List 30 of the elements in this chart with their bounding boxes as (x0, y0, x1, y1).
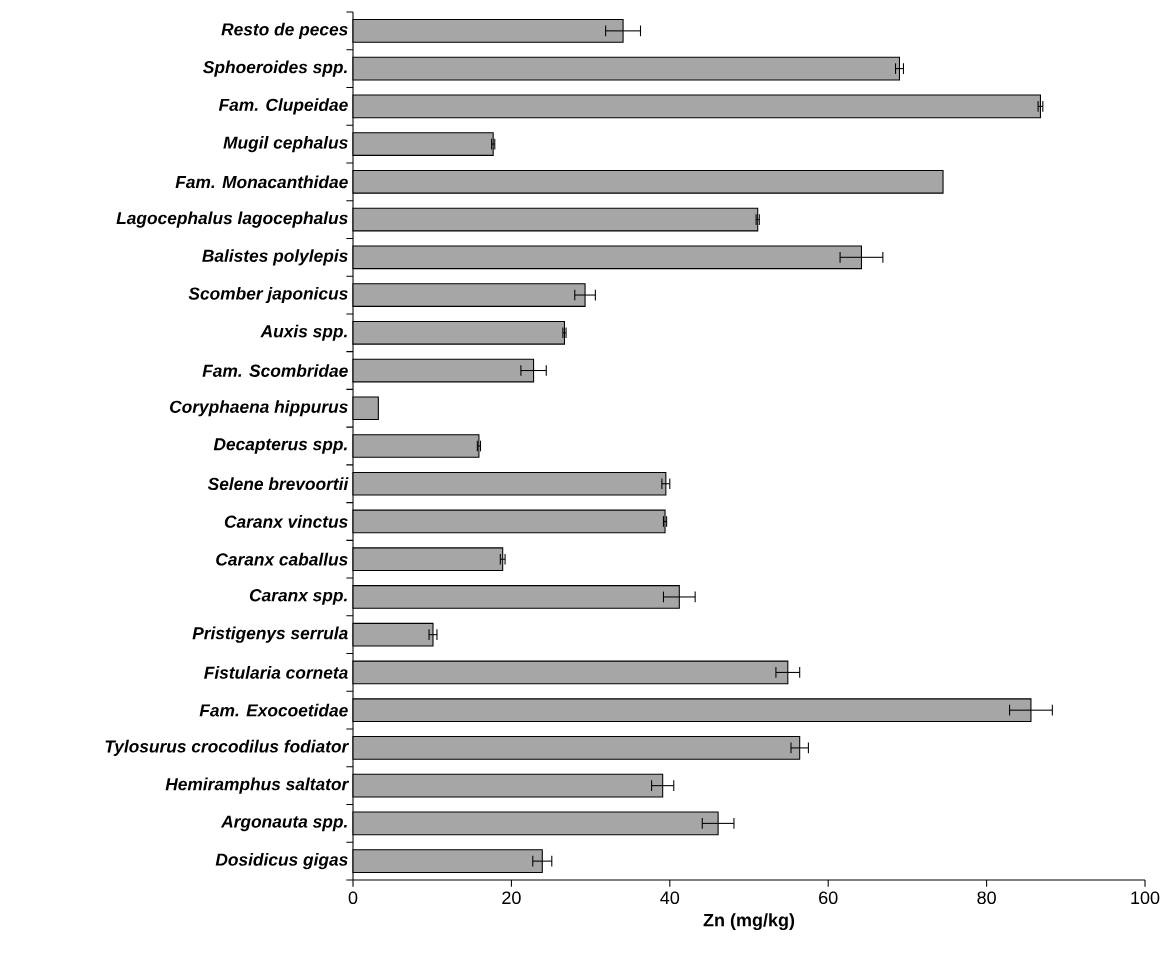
x-tick-label: 20 (502, 891, 521, 905)
y-tick-label: Fam. Scombridae (202, 364, 348, 377)
y-tick-label: Pristigenys serrula (192, 626, 348, 643)
y-tick-label: Hemiramphus saltator (165, 777, 350, 794)
x-tick-label: 0 (348, 891, 358, 905)
x-tick-label: 40 (660, 891, 680, 905)
y-tick-label: Fam. Monacanthidae (175, 175, 348, 189)
y-tick-label: Fam. Exocoetidae (199, 703, 348, 717)
y-tick-label: Coryphaena hippurus (170, 400, 348, 417)
y-tick-label: Sphoeroides spp. (203, 60, 347, 77)
y-tick-label: Auxis spp. (260, 324, 347, 341)
y-tick-label: Argonauta spp. (220, 815, 347, 832)
y-tick-label: Fam. Clupeidae (218, 98, 348, 115)
x-axis-title: Zn (mg/kg) (703, 913, 795, 931)
y-tick-label: Fistularia corneta (204, 666, 348, 679)
y-tick-label: Tylosurus crocodilus fodiator (105, 739, 350, 756)
x-tick-label: 100 (1131, 891, 1160, 905)
y-tick-label: Resto de peces (221, 22, 348, 39)
y-tick-label: Dosidicus gigas (215, 853, 348, 870)
x-tick-label: 80 (977, 891, 996, 905)
y-tick-label: Lagocephalus lagocephalus (116, 211, 348, 228)
y-tick-label: Balistes polylepis (202, 249, 348, 266)
y-tick-label: Mugil cephalus (223, 136, 348, 153)
y-tick-label: Caranx caballus (216, 552, 348, 566)
x-tick-label: 60 (819, 891, 838, 905)
y-tick-label: Scomber japonicus (188, 286, 348, 304)
y-tick-label: Caranx spp. (249, 589, 347, 605)
y-tick-label: Selene brevoortii (207, 477, 349, 491)
y-tick-label: Caranx vinctus (224, 515, 348, 528)
y-tick-label: Decapterus spp. (213, 438, 347, 454)
